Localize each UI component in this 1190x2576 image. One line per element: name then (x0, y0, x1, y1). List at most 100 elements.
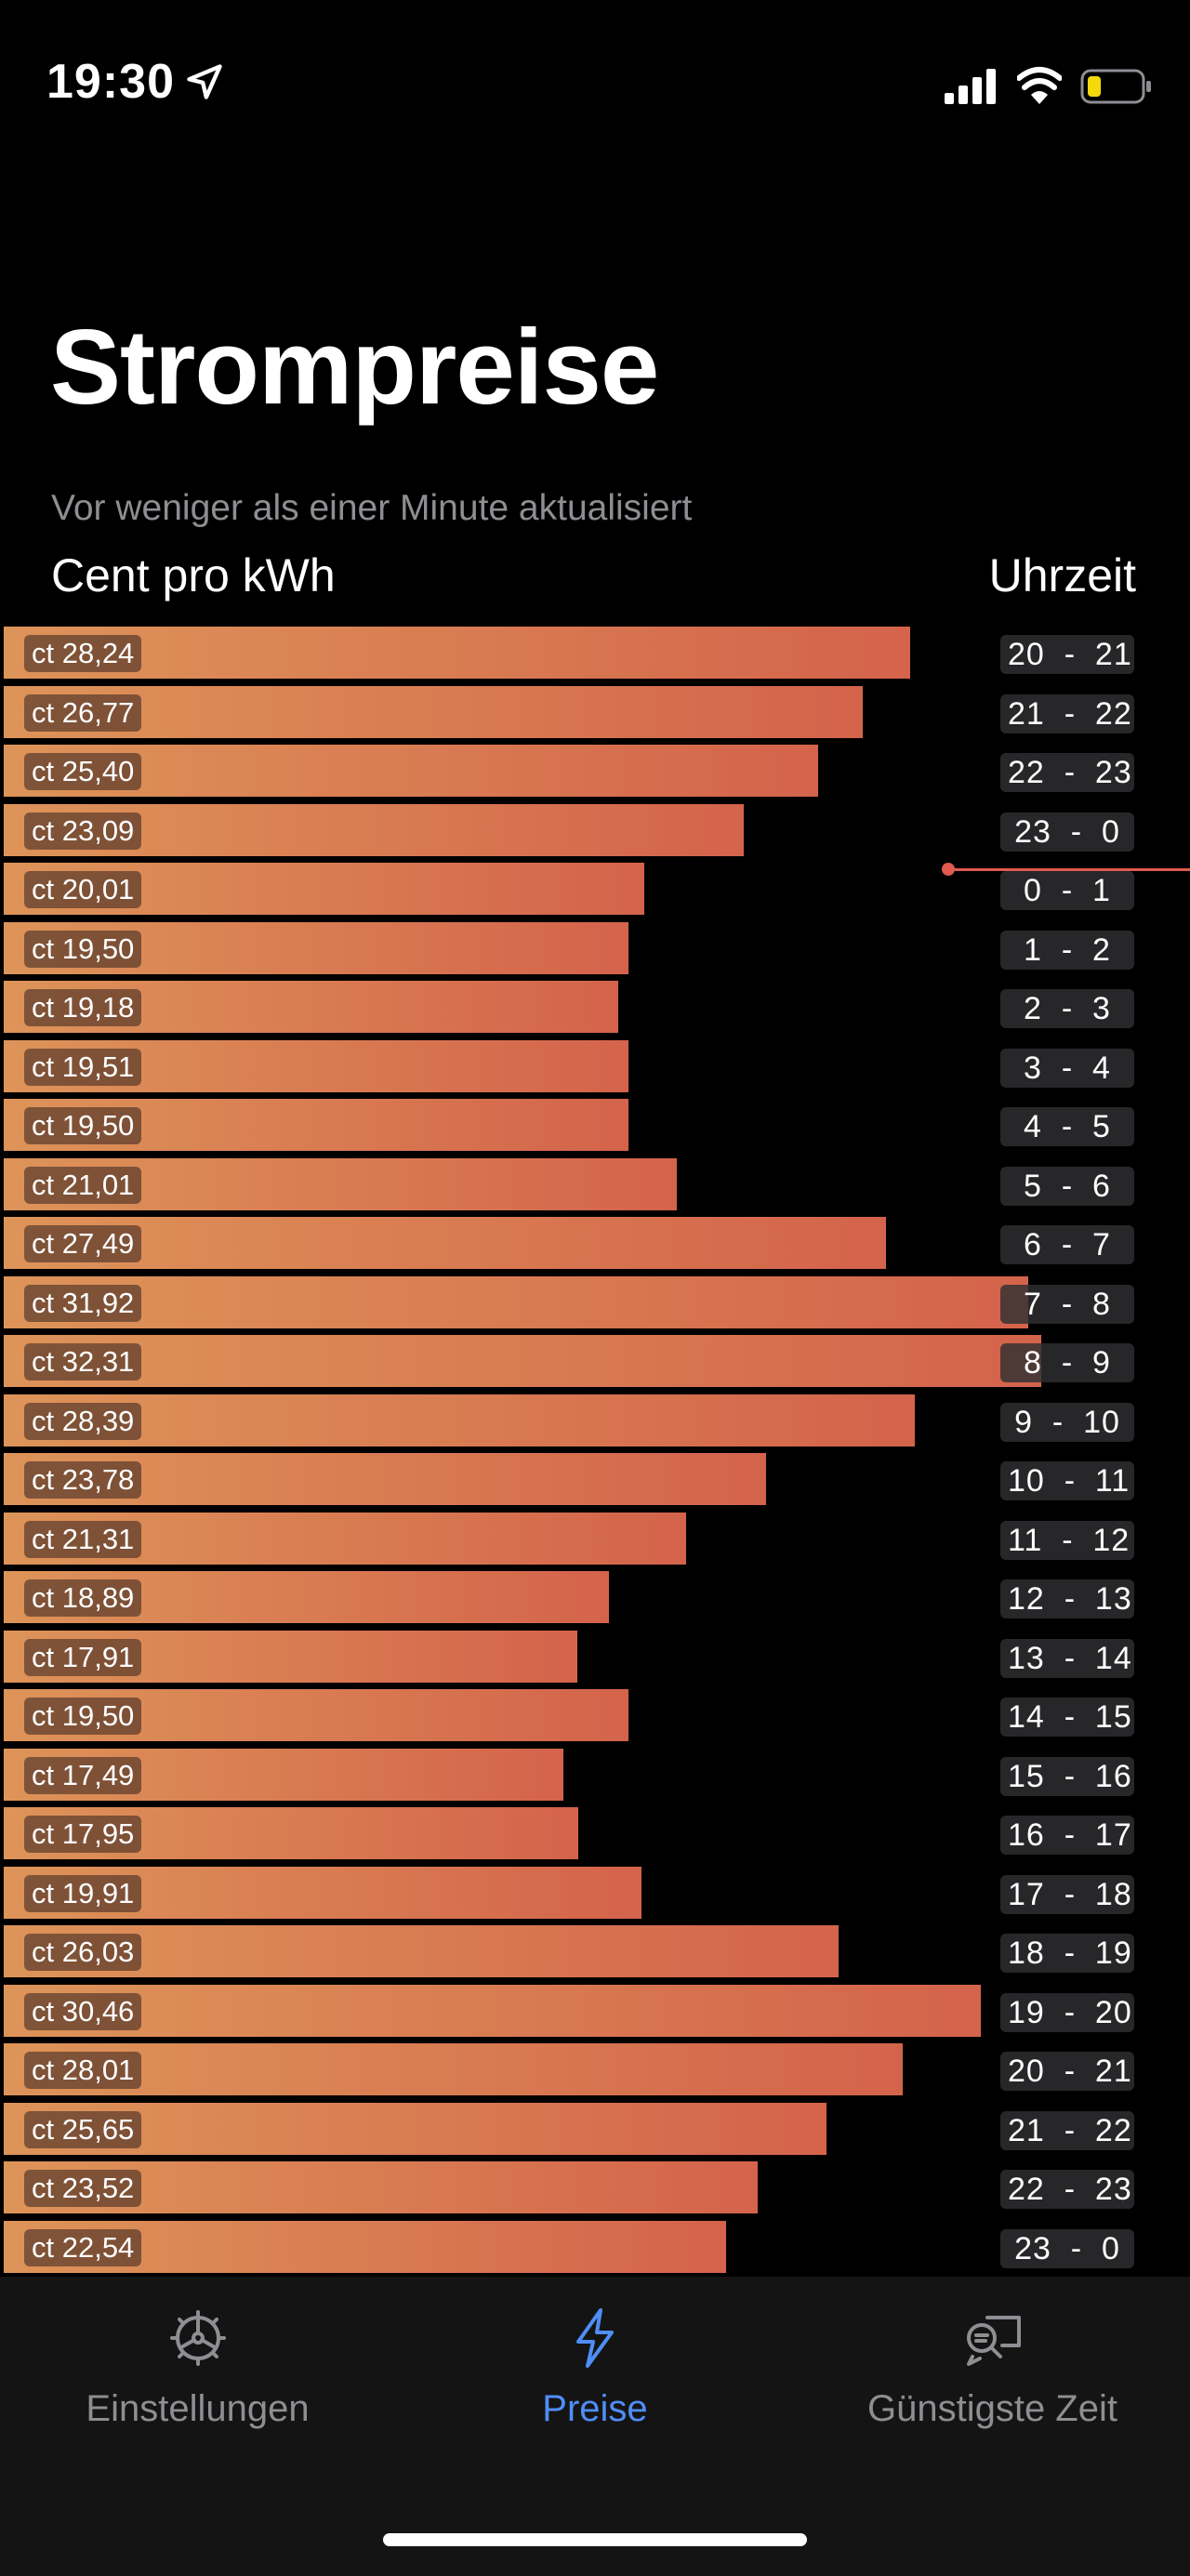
hour-range-label: 20 - 21 (1000, 635, 1134, 674)
price-label: ct 20,01 (24, 871, 142, 908)
price-bar (4, 2043, 903, 2095)
price-label: ct 19,50 (24, 1107, 142, 1144)
price-row[interactable]: ct 23,52 22 - 23 (0, 2159, 1190, 2218)
price-row[interactable]: ct 23,78 10 - 11 (0, 1450, 1190, 1510)
price-row[interactable]: ct 20,01 0 - 1 (0, 860, 1190, 919)
hour-range-label: 17 - 18 (1000, 1874, 1134, 1914)
price-row[interactable]: ct 19,50 1 - 2 (0, 919, 1190, 979)
hour-range-label: 6 - 7 (1000, 1225, 1134, 1264)
price-label: ct 17,49 (24, 1756, 142, 1794)
price-label: ct 31,92 (24, 1284, 142, 1322)
hour-range-label: 16 - 17 (1000, 1816, 1134, 1855)
price-row[interactable]: ct 18,89 12 - 13 (0, 1568, 1190, 1628)
price-label: ct 25,65 (24, 2110, 142, 2148)
price-row[interactable]: ct 27,49 6 - 7 (0, 1214, 1190, 1274)
price-list[interactable]: ct 28,24 20 - 21 ct 26,77 21 - 22 ct 25,40 22… (0, 624, 1190, 2277)
location-arrow-icon (187, 64, 222, 99)
price-row[interactable]: ct 19,18 2 - 3 (0, 978, 1190, 1037)
battery-icon (1080, 69, 1151, 104)
price-row[interactable]: ct 19,91 17 - 18 (0, 1864, 1190, 1923)
price-row[interactable]: ct 17,49 15 - 16 (0, 1746, 1190, 1805)
status-time: 19:30 (46, 55, 175, 109)
price-label: ct 19,50 (24, 930, 142, 968)
wifi-icon (1017, 67, 1062, 104)
hour-range-label: 7 - 8 (1000, 1284, 1134, 1324)
tab-einstellungen[interactable]: Einstellungen (37, 2305, 358, 2430)
price-row[interactable]: ct 23,09 23 - 0 (0, 801, 1190, 861)
tab-label-guenstigste-zeit: Günstigste Zeit (866, 2388, 1117, 2429)
price-row[interactable]: ct 21,01 5 - 6 (0, 1156, 1190, 1215)
hour-range-label: 22 - 23 (1000, 753, 1134, 792)
price-row[interactable]: ct 25,40 22 - 23 (0, 742, 1190, 801)
price-row[interactable]: ct 31,92 7 - 8 (0, 1274, 1190, 1333)
tab-label-einstellungen: Einstellungen (86, 2388, 310, 2429)
price-row[interactable]: ct 19,51 3 - 4 (0, 1037, 1190, 1097)
price-row[interactable]: ct 28,24 20 - 21 (0, 624, 1190, 683)
price-label: ct 19,51 (24, 1048, 142, 1086)
price-row[interactable]: ct 17,95 16 - 17 (0, 1804, 1190, 1864)
price-bar (4, 1217, 886, 1269)
price-row[interactable]: ct 21,31 11 - 12 (0, 1510, 1190, 1569)
cellular-signal-icon (945, 69, 996, 104)
hour-range-label: 20 - 21 (1000, 2052, 1134, 2091)
price-label: ct 27,49 (24, 1225, 142, 1262)
price-bar (4, 685, 863, 738)
hour-range-label: 2 - 3 (1000, 989, 1134, 1028)
price-label: ct 22,54 (24, 2228, 142, 2266)
hour-range-label: 22 - 23 (1000, 2170, 1134, 2209)
price-label: ct 25,40 (24, 753, 142, 790)
price-label: ct 17,91 (24, 1638, 142, 1676)
hour-range-label: 21 - 22 (1000, 2110, 1134, 2150)
tab-guenstigste-zeit[interactable]: Günstigste Zeit (832, 2305, 1153, 2430)
price-row[interactable]: ct 26,77 21 - 22 (0, 683, 1190, 743)
price-label: ct 28,24 (24, 635, 142, 672)
price-label: ct 17,95 (24, 1816, 142, 1853)
price-label: ct 19,91 (24, 1874, 142, 1912)
search-bubble-icon (966, 2316, 1021, 2366)
gear-icon (169, 2310, 226, 2366)
hour-range-label: 13 - 14 (1000, 1638, 1134, 1678)
price-label: ct 26,03 (24, 1934, 142, 1971)
tab-label-preise: Preise (542, 2388, 648, 2429)
price-label: ct 32,31 (24, 1343, 142, 1380)
price-row[interactable]: ct 28,39 9 - 10 (0, 1392, 1190, 1451)
hour-range-label: 23 - 0 (1000, 2228, 1134, 2268)
price-row[interactable]: ct 26,03 18 - 19 (0, 1922, 1190, 1982)
price-row[interactable]: ct 28,01 20 - 21 (0, 2041, 1190, 2100)
current-time-line (954, 867, 1190, 871)
time-column-header: Uhrzeit (988, 549, 1136, 601)
hour-range-label: 5 - 6 (1000, 1166, 1134, 1206)
price-bar (4, 1335, 1041, 1387)
hour-range-label: 14 - 15 (1000, 1698, 1134, 1737)
hour-range-label: 0 - 1 (1000, 871, 1134, 910)
price-row[interactable]: ct 30,46 19 - 20 (0, 1982, 1190, 2041)
price-bar (4, 1984, 981, 2037)
price-row[interactable]: ct 17,91 13 - 14 (0, 1628, 1190, 1687)
price-label: ct 19,50 (24, 1698, 142, 1735)
hour-range-label: 1 - 2 (1000, 930, 1134, 970)
price-row[interactable]: ct 19,50 4 - 5 (0, 1096, 1190, 1156)
price-bar (4, 1925, 839, 1977)
hour-range-label: 3 - 4 (1000, 1048, 1134, 1088)
price-row[interactable]: ct 19,50 14 - 15 (0, 1686, 1190, 1746)
price-label: ct 19,18 (24, 989, 142, 1026)
home-indicator (383, 2533, 807, 2546)
hour-range-label: 9 - 10 (1000, 1402, 1134, 1442)
price-row[interactable]: ct 32,31 8 - 9 (0, 1332, 1190, 1392)
hour-range-label: 11 - 12 (1000, 1520, 1134, 1560)
tab-preise[interactable]: Preise (446, 2305, 744, 2430)
price-bar (4, 1275, 1028, 1328)
price-row[interactable]: ct 22,54 23 - 0 (0, 2218, 1190, 2278)
price-label: ct 23,78 (24, 1461, 142, 1499)
page-title: Strompreise (50, 309, 659, 427)
price-label: ct 21,01 (24, 1166, 142, 1204)
price-row[interactable]: ct 25,65 21 - 22 (0, 2100, 1190, 2160)
price-bar (4, 1394, 915, 1447)
unit-column-header: Cent pro kWh (51, 549, 336, 601)
status-bar: 19:30 (0, 0, 1190, 167)
price-label: ct 18,89 (24, 1579, 142, 1617)
price-label: ct 23,52 (24, 2170, 142, 2207)
hour-range-label: 10 - 11 (1000, 1461, 1134, 1500)
hour-range-label: 23 - 0 (1000, 812, 1134, 852)
tab-bar: Einstellungen Preise Günstigste Zeit (0, 2277, 1190, 2576)
